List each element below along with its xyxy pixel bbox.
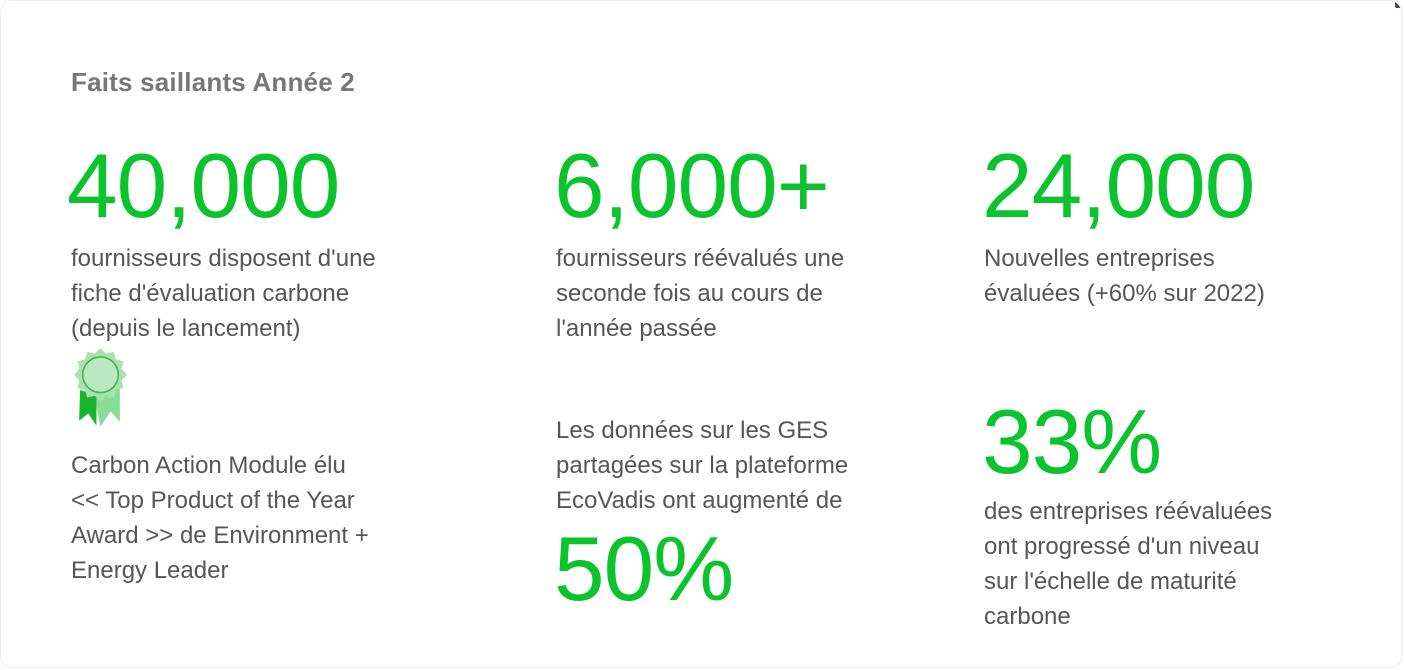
stat-reassessed-suppliers-value: 6,000+ [554,136,830,237]
ribbon-left [79,390,97,426]
stat-new-companies-value: 24,000 [982,136,1255,237]
award-rosette-icon [73,348,128,430]
stat-reassessed-suppliers-caption: fournisseurs réévalués une seconde fois … [556,245,845,342]
rosette-circle [81,356,120,394]
corner-artifact [1395,1,1401,8]
stat-suppliers-scorecard-value: 40,000 [67,136,340,237]
stat-maturity-progress-value: 33% [982,392,1162,493]
stat-maturity-progress-caption: des entreprises réévaluées ont progressé… [984,498,1273,630]
stat-suppliers-scorecard-caption: fournisseurs disposent d'une fiche d'éva… [71,245,376,342]
stat-new-companies-caption: Nouvelles entreprises évaluées (+60% sur… [984,245,1265,307]
stat-ghg-data-value: 50% [554,519,734,620]
page-title: Faits saillants Année 2 [71,67,355,97]
stat-ghg-data-lead: Les données sur les GES partagées sur la… [556,417,849,514]
award-caption: Carbon Action Module élu << Top Product … [71,452,369,584]
